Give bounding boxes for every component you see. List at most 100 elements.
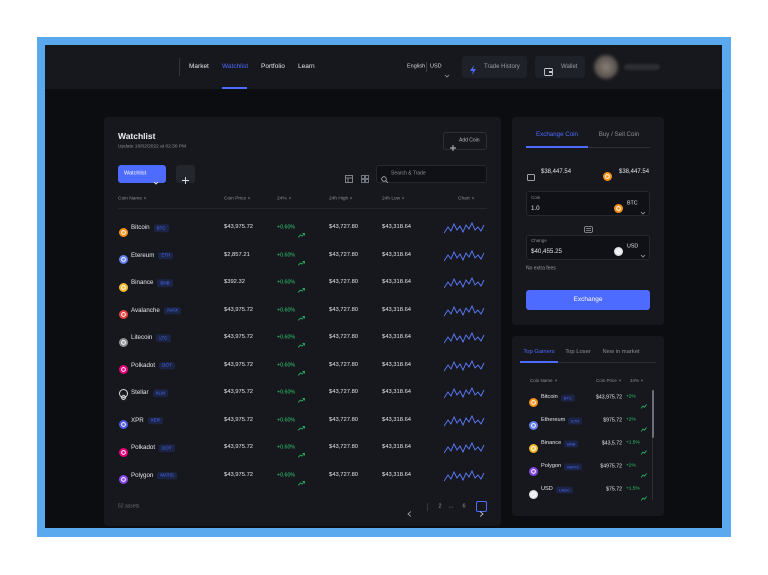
trend-icon [297,253,305,266]
column-header[interactable]: Coin Name [530,378,557,384]
nav-divider [179,58,180,76]
nav-link[interactable]: Watchlist [222,62,249,70]
low-24h: $43,318.64 [382,389,412,396]
ticker-badge: ETH [568,417,583,425]
page-number[interactable]: ... [448,503,454,510]
coin-price: $392.32 [224,279,245,286]
ticker-badge: BTC [153,224,169,232]
high-24h: $43,727.80 [329,471,359,478]
nav-link[interactable]: Learn [298,62,315,70]
coin-icon-svg [118,447,128,457]
column-header[interactable]: Coin Price [224,197,251,202]
trend-icon [640,442,647,455]
trade-history-button[interactable] [462,56,527,78]
next-page-svg [479,511,484,517]
coin-name: Polygon [541,463,562,470]
coin-icon-svg [118,255,128,264]
grid-icon-svg [361,175,369,183]
page-number[interactable]: 2 [438,503,442,510]
ticker-badge: DOT [159,361,175,370]
change-24h: +0.60% [277,224,296,231]
change-currency[interactable]: USD [627,243,639,250]
avatar[interactable] [594,55,618,79]
column-header[interactable]: 24% [630,378,644,384]
exchange-button[interactable] [526,290,650,310]
usd-balance: $38,447.54 [541,169,572,175]
trade-history-label[interactable]: Trade History [484,64,520,70]
next-page-button[interactable] [476,501,487,512]
coin-name: Binance [541,440,562,447]
layout-icon-svg [345,175,353,183]
chevron-svg [444,74,450,78]
column-header[interactable]: 24% [277,197,291,202]
ticker-badge: BNB [564,440,579,448]
market-tab[interactable]: New in market [602,349,640,356]
coin-price: $43,975.72 [224,334,254,341]
coin-name: Bitcoin [541,394,558,401]
search-placeholder[interactable]: Search & Trade [391,170,426,177]
coin-amount[interactable]: 1.0 [531,204,540,212]
trend-icon-svg [297,425,305,431]
high-24h: $43,727.80 [329,416,359,423]
currency-selector[interactable]: USD [430,63,442,70]
coin-icon [528,440,538,453]
trend-icon-svg [297,398,305,403]
coin-icon-svg [528,397,538,407]
wallet-label[interactable]: Wallet [561,64,578,70]
exchange-button-label[interactable]: Exchange [573,295,603,303]
column-header[interactable]: Coin Price [596,378,621,384]
add-list-button[interactable] [176,165,195,183]
trend-icon [640,419,647,432]
language-selector[interactable]: English [407,63,426,70]
trend-icon-svg [640,426,647,432]
column-header[interactable]: Coin Name [118,197,146,202]
change-amount[interactable]: $40,455.25 [531,247,562,255]
trend-icon-svg [297,260,305,266]
nav-link[interactable]: Portfolio [261,62,285,70]
exchange-tab[interactable]: Exchange Coin [536,130,578,138]
market-tab[interactable]: Top Gainers [523,349,555,356]
change-24h: +2% [626,463,636,469]
coin-price: $2,857.21 [224,251,250,258]
column-header[interactable]: 24h High [329,197,353,202]
buy-sell-tab[interactable]: Buy / Sell Coin [598,130,640,138]
trend-icon-svg [640,495,647,501]
trend-icon-svg [297,453,305,458]
swap-icon [584,221,593,233]
coin-name: Bitcoin [131,223,150,231]
wallet-icon [544,63,553,76]
sparkline-svg [443,249,485,261]
coin-price: $43,975.72 [596,394,622,401]
trend-icon-svg [640,403,647,409]
watchlist-tab-label[interactable]: Watchlist [124,170,147,177]
search-box[interactable] [376,165,487,183]
coin-icon [118,306,128,319]
column-header[interactable]: 24h Low [382,197,405,202]
add-coin-button[interactable] [443,132,487,150]
coin-price: $75.72 [606,486,622,493]
coin-currency[interactable]: BTC [627,200,638,207]
coin-price: $43,975.72 [224,444,254,451]
coin-name: USD [541,486,553,493]
ticker-badge: USDC [555,486,574,494]
market-tab[interactable]: Top Loser [565,349,591,356]
column-header[interactable]: Chart [458,197,474,202]
sparkline [443,359,485,373]
coin-price: $43,975.72 [224,389,254,396]
change-label: Change [531,237,547,243]
watchlist-tab-button[interactable] [118,165,166,183]
wallet-button[interactable] [535,56,585,78]
chevron-svg [153,181,159,185]
chevron [640,202,646,215]
ticker-badge: XER [147,416,163,425]
change-input[interactable] [526,235,650,260]
sparkline [443,386,485,400]
coin-input[interactable] [526,191,650,216]
high-24h: $43,727.80 [329,361,359,368]
sparkline [443,221,485,235]
sparkline [443,276,485,290]
page-number[interactable]: 6 [462,503,466,510]
change-24h: +2% [626,394,636,400]
add-coin-label[interactable]: Add Coin [459,137,480,144]
nav-link[interactable]: Market [189,62,209,70]
